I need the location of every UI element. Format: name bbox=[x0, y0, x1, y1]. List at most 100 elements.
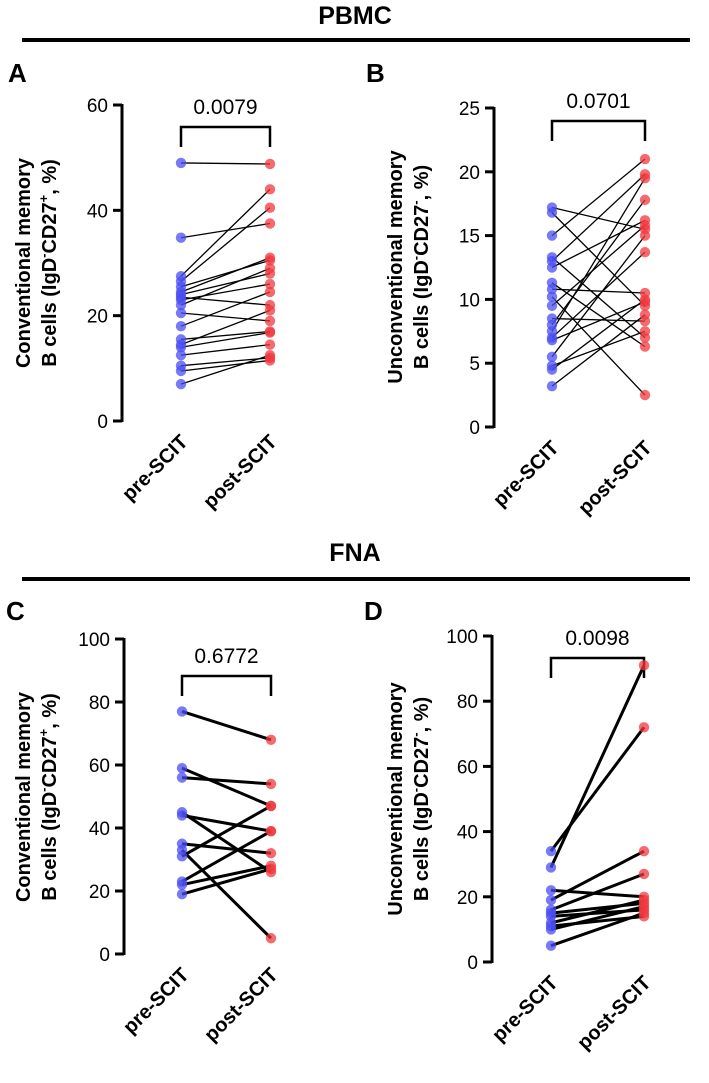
y-tick-label: 40 bbox=[89, 819, 110, 840]
post-scit-point bbox=[265, 933, 277, 944]
y-axis-label-end: , %) bbox=[39, 159, 61, 195]
pair-line bbox=[181, 811, 272, 874]
pair-line bbox=[181, 804, 272, 858]
y-tick-label: 60 bbox=[89, 756, 110, 777]
pair-line bbox=[549, 664, 646, 869]
significance-bracket-b bbox=[550, 119, 647, 141]
pre-scit-point bbox=[176, 810, 188, 821]
post-scit-point bbox=[264, 252, 276, 263]
p-value-label-a: 0.0079 bbox=[193, 96, 257, 119]
pre-scit-point bbox=[546, 291, 558, 303]
pre-scit-point bbox=[546, 230, 558, 241]
pair-line bbox=[551, 158, 646, 237]
y-axis-label-line1: Unconventional memory bbox=[385, 149, 407, 383]
pair-line bbox=[551, 212, 646, 307]
y-axis-label-line2-start: B cells (IgD bbox=[39, 792, 61, 901]
pre-scit-point bbox=[175, 157, 187, 169]
y-tick-label: 80 bbox=[457, 692, 478, 713]
pre-scit-point bbox=[545, 940, 557, 951]
x-category-label-pre: pre-SCIT bbox=[118, 431, 192, 505]
y-axis-label-mid: CD27 bbox=[39, 736, 61, 787]
y-axis-label-line1: Unconventional memory bbox=[385, 681, 407, 915]
post-scit-point bbox=[639, 172, 651, 184]
pair-line bbox=[180, 331, 271, 348]
y-tick-label: 100 bbox=[446, 627, 478, 648]
pair-line bbox=[550, 898, 645, 925]
post-scit-point bbox=[264, 339, 276, 350]
post-scit-point bbox=[264, 184, 276, 195]
p-value-label-c: 0.6772 bbox=[194, 645, 258, 668]
y-axis-label-sup1: - bbox=[408, 256, 423, 260]
pair-line bbox=[551, 173, 646, 262]
pair-line bbox=[551, 330, 646, 367]
pair-line bbox=[180, 309, 271, 346]
pair-line bbox=[551, 288, 646, 294]
pre-scit-point bbox=[175, 299, 187, 311]
panel-letter-b: B bbox=[366, 58, 385, 88]
y-axis-label-end: , %) bbox=[39, 693, 61, 729]
pre-scit-point bbox=[546, 364, 558, 375]
y-axis-label-a: Conventional memory B cells (IgD-CD27+, %… bbox=[13, 157, 61, 368]
post-scit-point bbox=[639, 341, 651, 352]
pair-line bbox=[180, 312, 271, 322]
panel-letter-c: C bbox=[6, 596, 25, 626]
pair-line bbox=[181, 864, 272, 887]
post-scit-point bbox=[264, 305, 276, 316]
panel-letter-d: D bbox=[364, 596, 383, 626]
pair-line bbox=[551, 251, 646, 339]
pair-line bbox=[180, 272, 271, 296]
post-scit-point bbox=[265, 863, 277, 875]
pair-line bbox=[180, 162, 271, 165]
pre-scit-point bbox=[546, 262, 558, 273]
pair-line bbox=[551, 298, 646, 371]
post-scit-point bbox=[639, 220, 651, 231]
panel-c: C Conventional memory B cells (IgD-CD27+, … bbox=[6, 596, 283, 1046]
pair-line bbox=[551, 256, 646, 339]
y-axis-label-d: Unconventional memory B cells (IgD-CD27-,… bbox=[385, 681, 433, 915]
y-axis-label-sup1: - bbox=[36, 788, 51, 792]
y-tick-label: 60 bbox=[87, 96, 108, 117]
pair-line bbox=[551, 282, 646, 348]
y-axis-label-mid: CD27 bbox=[411, 205, 433, 256]
pair-line bbox=[180, 848, 273, 940]
pair-line bbox=[551, 314, 646, 387]
pre-scit-point bbox=[176, 851, 188, 862]
pair-line bbox=[180, 257, 271, 293]
y-tick-label: 0 bbox=[467, 953, 478, 974]
pair-line bbox=[551, 177, 646, 332]
post-scit-point bbox=[265, 778, 277, 790]
post-scit-point bbox=[264, 286, 276, 298]
pair-line bbox=[180, 222, 271, 239]
post-scit-point bbox=[638, 845, 650, 857]
post-scit-point bbox=[264, 263, 276, 274]
pair-line bbox=[551, 296, 646, 396]
x-category-label-pre: pre-SCIT bbox=[119, 964, 193, 1038]
y-axis-label-end: , %) bbox=[411, 165, 433, 201]
p-value-label-d: 0.0098 bbox=[565, 627, 629, 650]
pair-line bbox=[180, 259, 271, 288]
post-scit-point bbox=[638, 660, 650, 671]
y-tick-label: 20 bbox=[457, 888, 478, 909]
pair-line bbox=[181, 766, 272, 808]
pair-line bbox=[551, 219, 646, 269]
pre-scit-point bbox=[545, 894, 557, 906]
post-scit-point bbox=[265, 800, 277, 812]
pair-line bbox=[181, 813, 272, 833]
significance-bracket-a bbox=[179, 125, 272, 147]
pair-line bbox=[180, 354, 271, 385]
y-tick-label: 25 bbox=[459, 99, 480, 120]
y-tick-label: 15 bbox=[459, 227, 480, 248]
post-scit-point bbox=[639, 230, 651, 241]
post-scit-point bbox=[639, 294, 651, 305]
post-scit-point bbox=[639, 246, 651, 258]
pair-line bbox=[551, 199, 646, 326]
y-axis-label-c: Conventional memory B cells (IgD-CD27+, %… bbox=[13, 691, 61, 902]
pre-scit-point bbox=[176, 879, 188, 890]
pair-line bbox=[181, 829, 272, 883]
pre-scit-point bbox=[546, 335, 558, 346]
pre-scit-point bbox=[175, 349, 187, 361]
y-axis-label-line2-start: B cells (IgD bbox=[39, 258, 61, 367]
y-tick-label: 20 bbox=[87, 307, 108, 328]
pre-scit-point bbox=[176, 888, 188, 900]
panel-d: D Unconventional memory B cells (IgD-CD27-… bbox=[364, 596, 656, 1054]
